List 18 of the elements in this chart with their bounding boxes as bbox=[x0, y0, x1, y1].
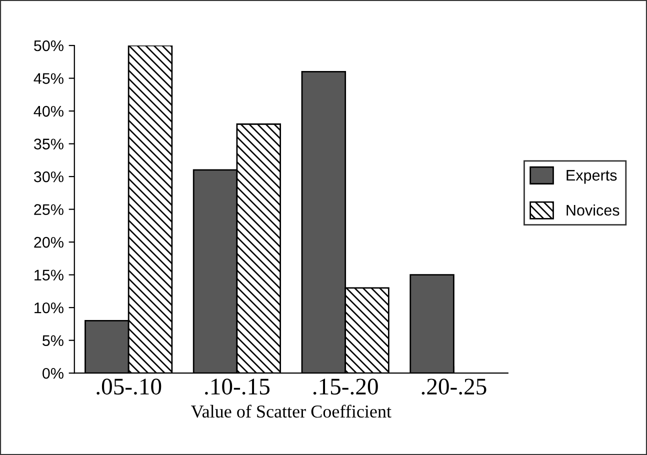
x-tick-label: .10-.15 bbox=[205, 378, 270, 395]
y-tick-label: 35% bbox=[34, 138, 64, 150]
x-axis-title: Value of Scatter Coefficient bbox=[190, 404, 392, 418]
y-tick-label: 20% bbox=[34, 236, 64, 248]
y-tick-label: 40% bbox=[34, 106, 64, 117]
x-tick-label: .15-.20 bbox=[313, 378, 378, 395]
y-tick-label: 50% bbox=[34, 40, 64, 52]
y-tick-label: 5% bbox=[42, 335, 64, 346]
x-tick-label: .20-.25 bbox=[422, 378, 486, 395]
y-tick-label: 25% bbox=[34, 204, 64, 215]
y-tick-label: 15% bbox=[34, 270, 64, 281]
y-tick-label: 30% bbox=[34, 171, 64, 182]
legend-label: Novices bbox=[566, 204, 620, 216]
y-tick-label: 0% bbox=[42, 368, 64, 379]
legend-label: Experts bbox=[566, 170, 617, 184]
y-tick-label: 10% bbox=[34, 302, 64, 314]
x-tick-label: .05-.10 bbox=[96, 378, 162, 395]
y-tick-label: 45% bbox=[34, 73, 64, 84]
